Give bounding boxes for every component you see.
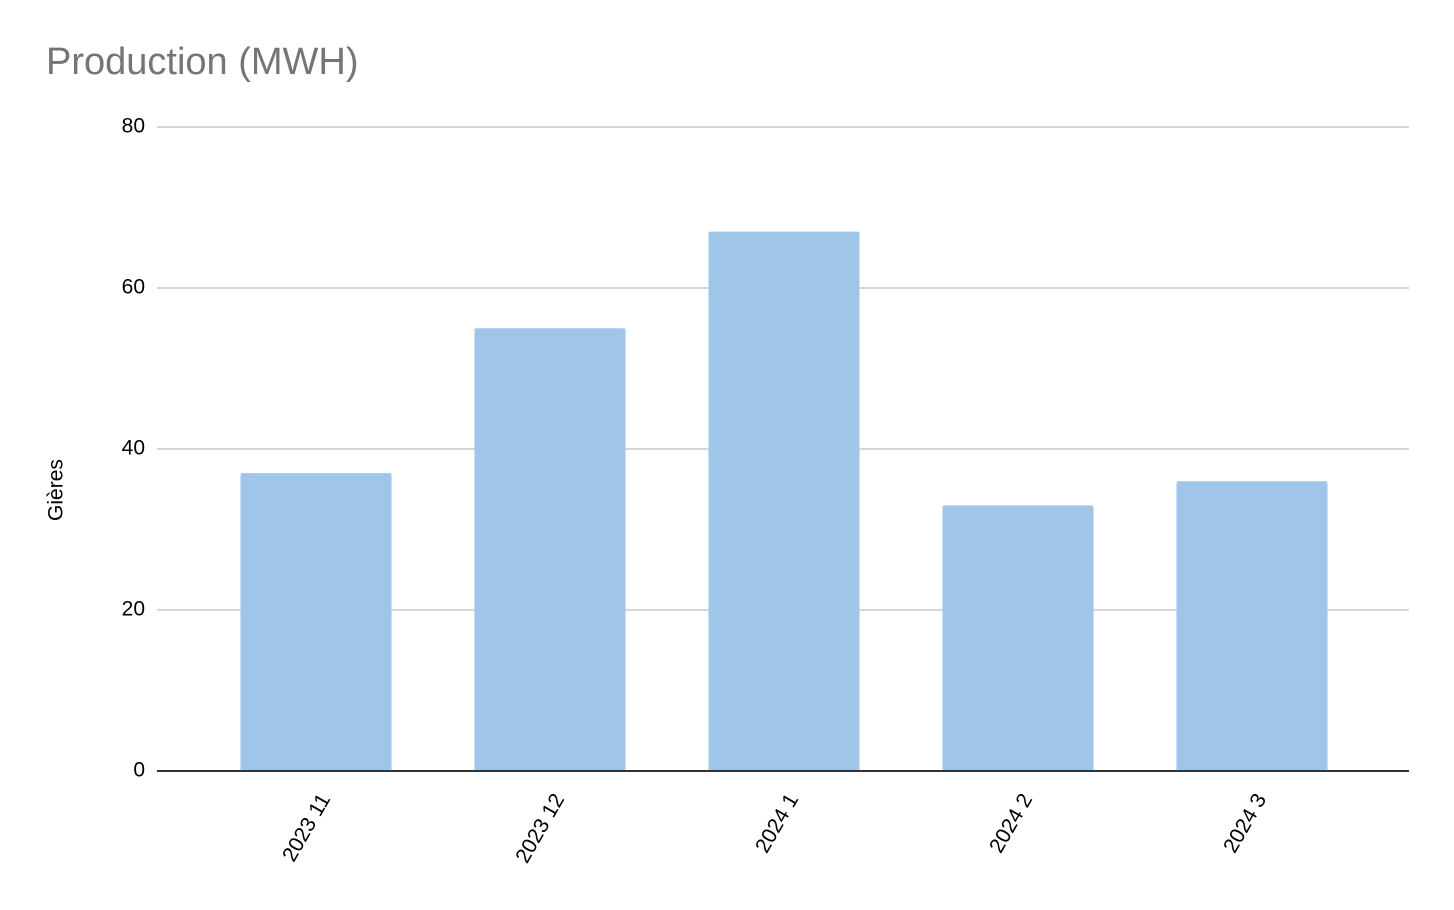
x-tick-label: 2024 3 bbox=[1219, 790, 1271, 857]
x-tick-label: 2024 2 bbox=[985, 790, 1037, 857]
y-tick-label: 0 bbox=[133, 759, 145, 782]
x-tick-label: 2023 12 bbox=[511, 790, 569, 867]
y-tick-label: 80 bbox=[122, 115, 145, 138]
bar bbox=[240, 473, 392, 771]
bar bbox=[942, 505, 1094, 771]
bar bbox=[708, 231, 860, 771]
bar bbox=[474, 328, 626, 771]
y-tick-label: 20 bbox=[122, 598, 145, 621]
x-tick-label: 2024 1 bbox=[751, 790, 803, 857]
chart-title: Production (MWH) bbox=[46, 41, 359, 83]
x-tick-label: 2023 11 bbox=[278, 790, 335, 866]
bar bbox=[1176, 481, 1328, 771]
y-tick-label: 40 bbox=[122, 437, 145, 460]
y-axis-label: Gières bbox=[45, 459, 68, 521]
y-tick-label: 60 bbox=[122, 276, 145, 299]
